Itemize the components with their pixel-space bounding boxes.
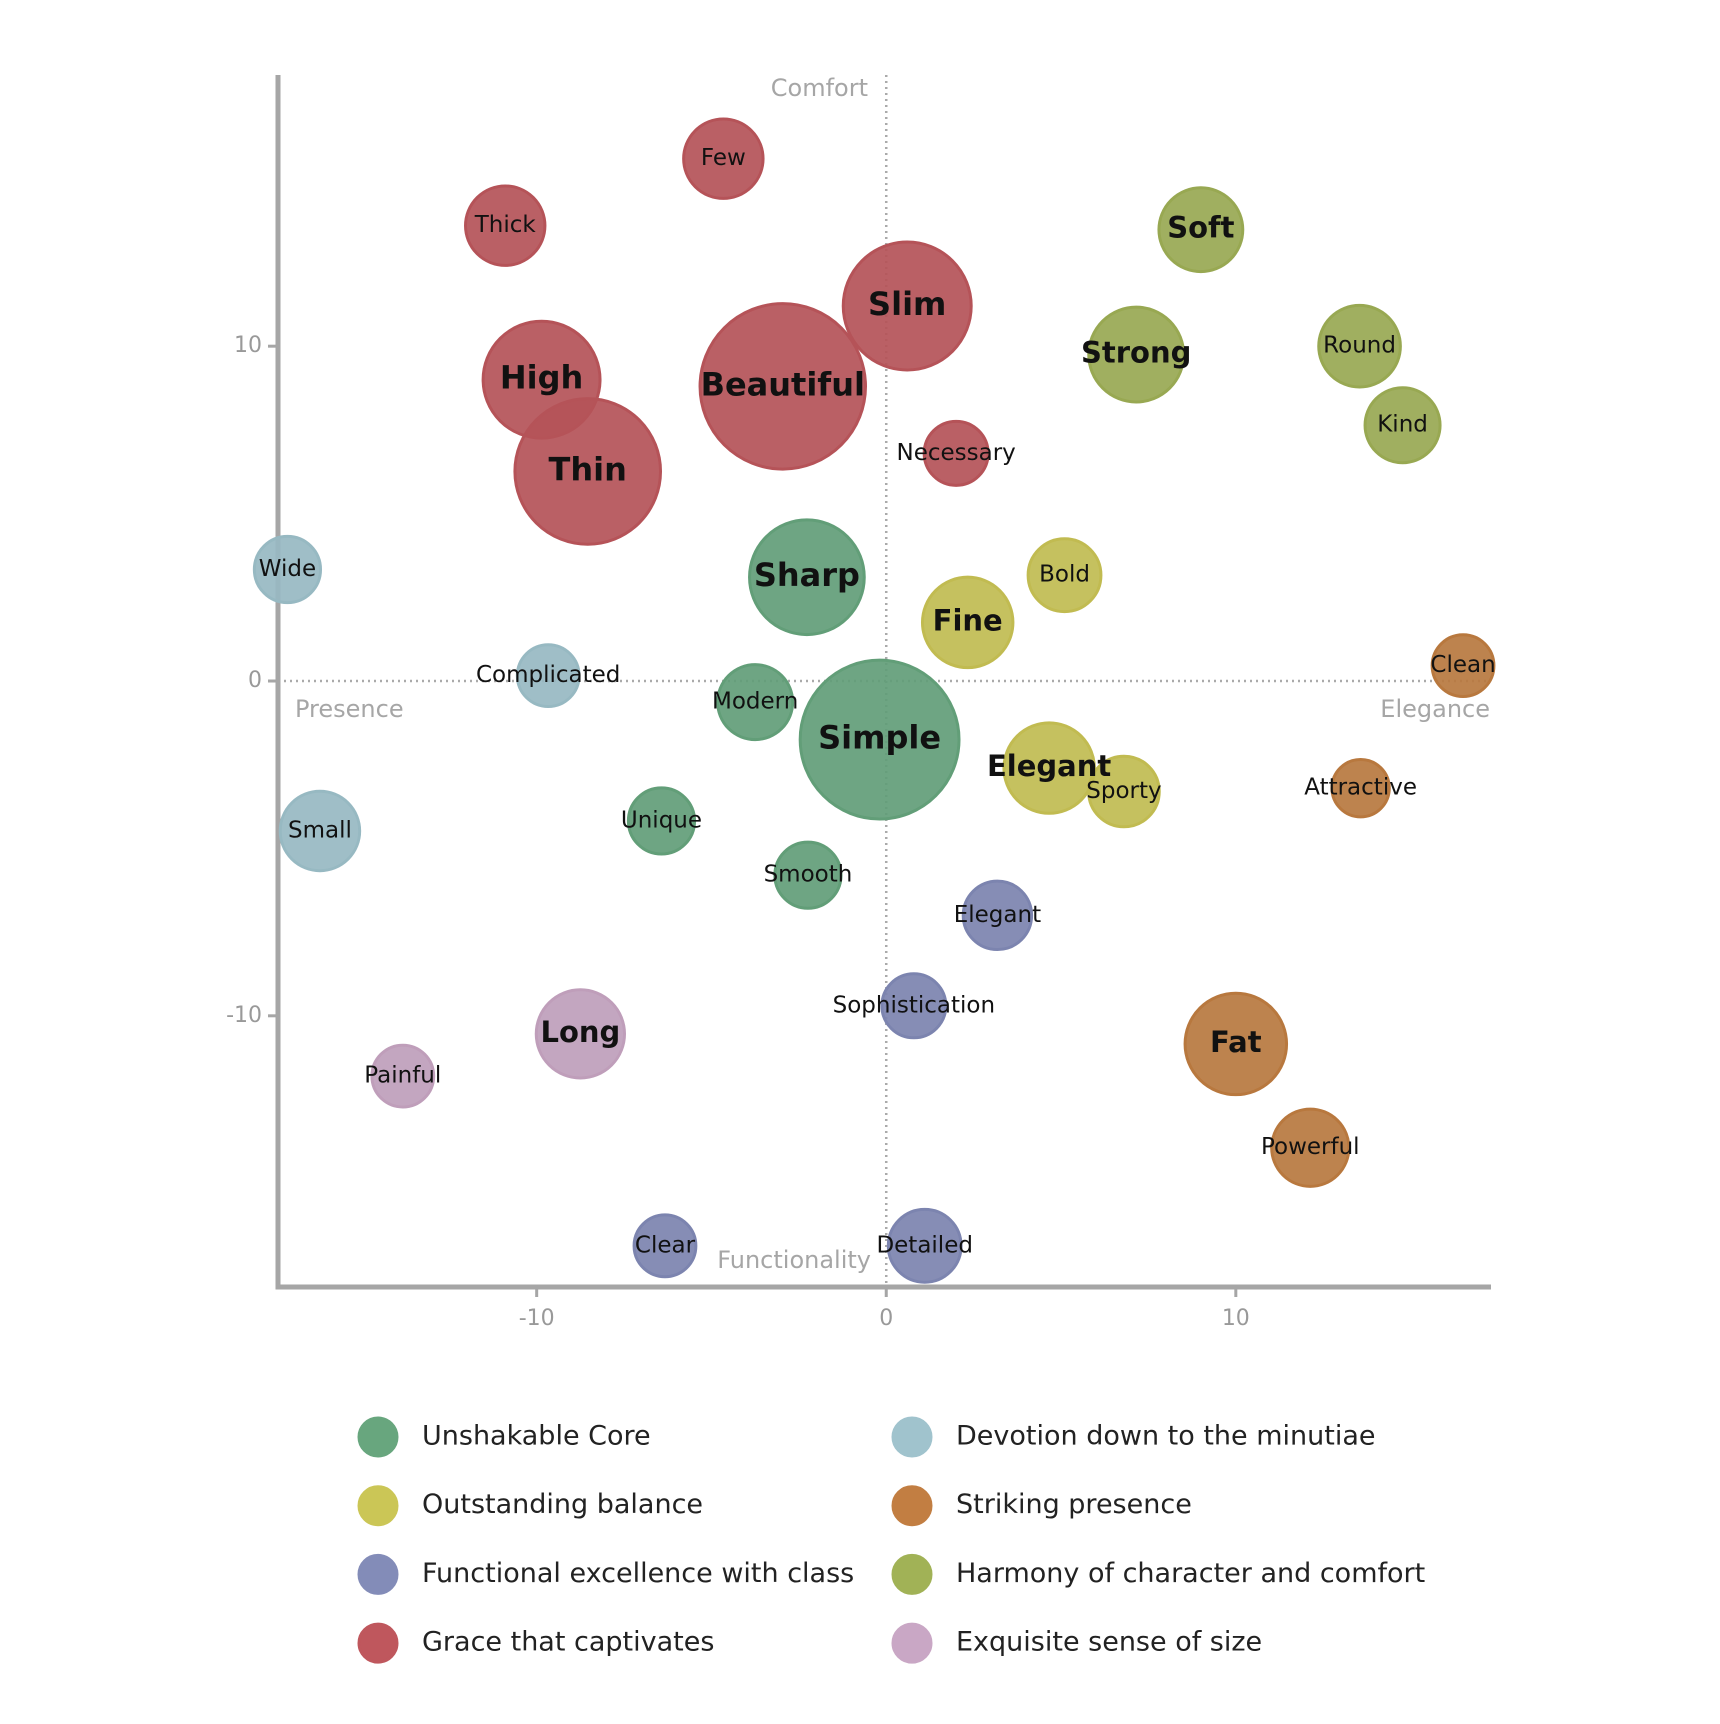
bubble — [1430, 633, 1496, 698]
bubble — [534, 988, 626, 1080]
legend-label: Harmony of character and comfort — [956, 1558, 1425, 1589]
bubble — [1026, 537, 1103, 614]
bubble-label: Modern — [712, 689, 798, 715]
bubble-label: Necessary — [897, 440, 1016, 466]
legend-label: Exquisite sense of size — [956, 1627, 1262, 1658]
bubble — [252, 534, 323, 605]
bubble — [1157, 186, 1245, 274]
bubble — [1002, 721, 1096, 815]
bubble-label: Elegant — [987, 749, 1111, 783]
bubble-label: Strong — [1081, 336, 1191, 370]
bubble-label: Sophistication — [833, 992, 995, 1018]
bubble — [1270, 1107, 1351, 1188]
bubble-label: Simple — [818, 719, 941, 757]
bubble-label: Long — [540, 1015, 620, 1049]
bubble-label: Sharp — [754, 556, 860, 594]
legend-label: Functional excellence with class — [422, 1558, 854, 1589]
bubble-label: Detailed — [876, 1232, 973, 1258]
bubble-label: Attractive — [1304, 775, 1417, 801]
quadrant-label: Elegance — [1380, 695, 1490, 723]
bubble — [698, 302, 868, 471]
legend-marker — [357, 1416, 399, 1458]
bubble-label: Round — [1323, 333, 1396, 359]
legend-label: Devotion down to the minutiae — [956, 1421, 1376, 1452]
bubble-label: Clean — [1430, 652, 1495, 678]
quadrant-label: Presence — [295, 695, 404, 723]
legend-marker — [891, 1485, 933, 1527]
bubble — [886, 1207, 963, 1284]
bubble — [748, 518, 866, 637]
bubble-label: Unique — [621, 807, 702, 833]
bubble-label: Bold — [1039, 562, 1090, 588]
bubble-label: Clear — [635, 1232, 696, 1258]
legend-label: Grace that captivates — [422, 1627, 714, 1658]
bubble — [370, 1043, 436, 1109]
bubble — [682, 117, 765, 200]
bubble — [626, 786, 697, 856]
bubble — [1183, 991, 1289, 1097]
bubble — [1087, 754, 1161, 829]
bubble-label: Soft — [1167, 211, 1234, 245]
bubble — [841, 240, 973, 372]
bubble-label: Thin — [549, 450, 627, 488]
bubble — [922, 419, 990, 487]
y-tick-label: 10 — [234, 333, 262, 358]
legend-marker — [891, 1622, 933, 1664]
x-tick-label: 0 — [879, 1306, 893, 1331]
bubble-label: Elegant — [954, 902, 1041, 928]
bubble-label: Wide — [259, 556, 316, 582]
legend-marker — [357, 1485, 399, 1527]
quadrant-label: Functionality — [717, 1246, 871, 1274]
legend-marker — [891, 1553, 933, 1595]
bubble — [961, 879, 1034, 952]
bubble-label: Smooth — [764, 862, 853, 888]
bubble-label: Complicated — [476, 662, 620, 688]
bubble-label: High — [500, 359, 583, 397]
legend-marker — [891, 1416, 933, 1458]
y-tick-label: 0 — [248, 668, 262, 693]
bubble — [716, 663, 795, 742]
bubble-label: Kind — [1377, 412, 1428, 438]
legend-label: Outstanding balance — [422, 1489, 703, 1520]
bubble-label: Painful — [364, 1063, 441, 1089]
bubble — [632, 1213, 698, 1279]
legend-label: Unshakable Core — [422, 1421, 651, 1452]
x-tick-label: 10 — [1222, 1306, 1250, 1331]
bubble-label: Slim — [868, 285, 946, 323]
bubble — [880, 972, 948, 1040]
bubble — [464, 184, 547, 267]
quadrant-label: Comfort — [771, 74, 868, 102]
legend-marker — [357, 1622, 399, 1664]
bubble — [1330, 757, 1391, 819]
bubble — [513, 397, 663, 546]
bubble-label: Thick — [474, 212, 537, 238]
y-tick-label: -10 — [226, 1003, 262, 1028]
legend-label: Striking presence — [956, 1489, 1192, 1520]
x-tick-label: -10 — [519, 1306, 555, 1331]
bubble-label: Small — [288, 817, 352, 843]
bubble-label: Fat — [1210, 1025, 1262, 1059]
bubble — [798, 658, 961, 821]
bubble — [1363, 386, 1442, 465]
bubble — [515, 643, 581, 709]
legend-marker — [357, 1553, 399, 1595]
bubble-label: Few — [701, 145, 746, 171]
bubble-label: Beautiful — [701, 365, 865, 403]
bubble-label: Powerful — [1261, 1134, 1360, 1160]
bubble — [1087, 305, 1186, 404]
bubble-label: Sporty — [1086, 778, 1161, 804]
bubble — [920, 575, 1015, 670]
bubble — [278, 789, 362, 873]
bubble — [773, 840, 843, 910]
bubble-label: Fine — [933, 603, 1003, 637]
bubble — [1317, 303, 1402, 389]
